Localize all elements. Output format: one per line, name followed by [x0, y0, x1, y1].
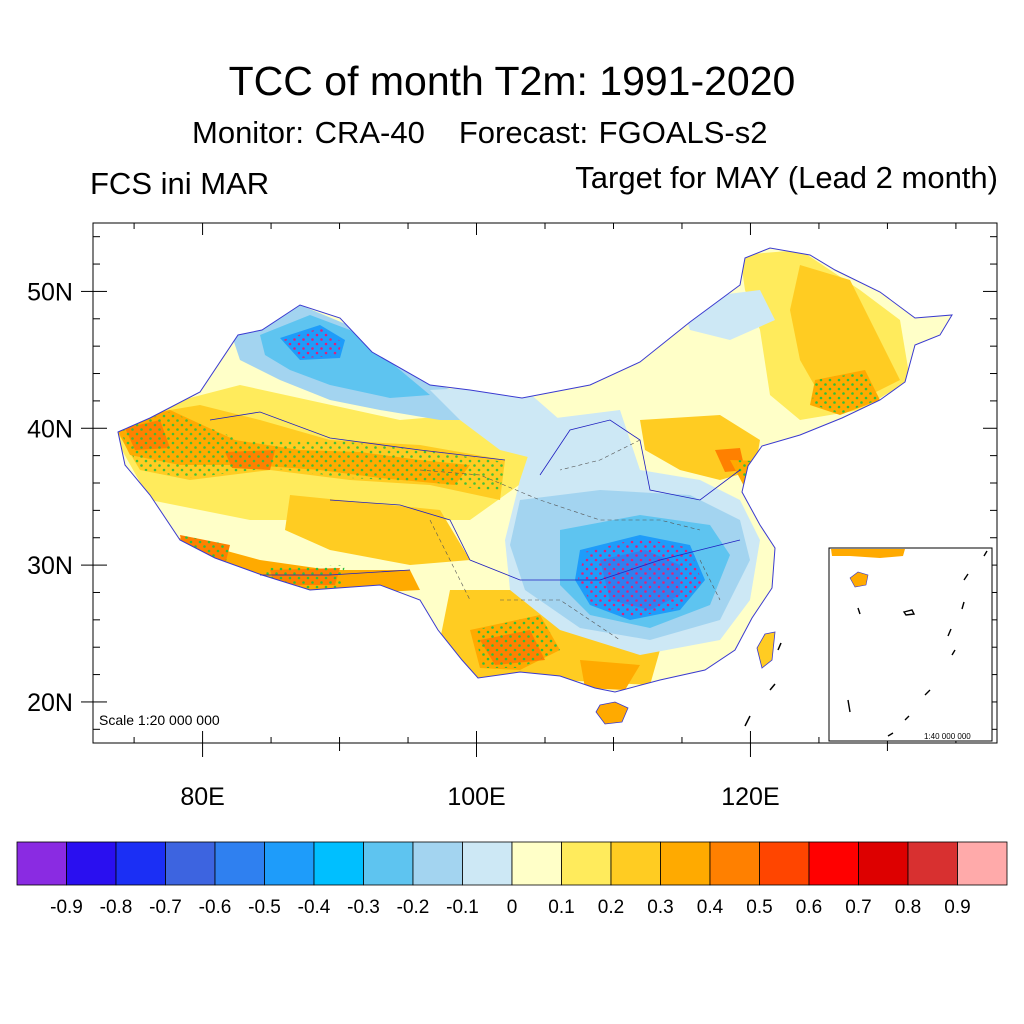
colorbar-label: 0.2: [597, 897, 625, 918]
inset-scale-label: 1:40 000 000: [924, 732, 971, 741]
lon-label-80e: 80E: [180, 783, 224, 811]
colorbar-label: 0.9: [944, 897, 971, 918]
colorbar-swatch: [66, 841, 117, 886]
lat-label-30n: 30N: [27, 552, 73, 580]
colorbar-swatch: [462, 841, 513, 886]
longitude-ticks: 80E 100E 120E: [133, 223, 957, 811]
colorbar-swatch: [660, 841, 711, 886]
colorbar-label: -0.1: [446, 897, 479, 918]
lon-label-100e: 100E: [447, 783, 505, 811]
lat-label-40n: 40N: [27, 415, 73, 443]
colorbar-label: 0.1: [548, 897, 575, 918]
lat-label-20n: 20N: [27, 689, 73, 717]
colorbar-swatch: [115, 841, 166, 886]
colorbar-swatch: [808, 841, 859, 886]
colorbar-label: -0.2: [396, 897, 430, 918]
colorbar-label: 0.8: [894, 897, 922, 918]
colorbar-label: -0.3: [347, 897, 380, 918]
colorbar-label: 0: [506, 897, 518, 918]
colorbar-swatch: [610, 841, 661, 886]
colorbar-swatch: [313, 841, 364, 886]
colorbar-swatch: [759, 841, 810, 886]
colorbar-label: 0.3: [647, 897, 674, 918]
colorbar-swatch: [16, 841, 67, 886]
colorbar-label: 0.7: [845, 897, 872, 918]
colorbar-swatch: [957, 841, 1008, 886]
colorbar: [16, 841, 1008, 886]
colorbar-swatch: [561, 841, 612, 886]
lon-label-120e: 120E: [721, 783, 779, 811]
colorbar-swatch: [214, 841, 265, 886]
colorbar-swatch: [511, 841, 562, 886]
init-month-label: FCS ini MAR: [90, 166, 270, 201]
colorbar-swatch: [412, 841, 463, 886]
colorbar-labels: -0.9 -0.8 -0.7 -0.6 -0.5 -0.4 -0.3 -0.2 -0.1 0 0.1…: [17, 897, 1007, 921]
latitude-ticks: 50N 40N 30N 20N: [27, 236, 997, 730]
colorbar-label: 0.5: [746, 897, 773, 918]
monitor-label: Monitor: CRA-40: [192, 115, 425, 150]
map-scale-label: Scale 1:20 000 000: [99, 712, 220, 728]
colorbar-swatch: [907, 841, 958, 886]
lat-label-50n: 50N: [27, 278, 73, 306]
colorbar-label: 0.4: [696, 897, 724, 918]
colorbar-swatch: [165, 841, 216, 886]
colorbar-swatch: [264, 841, 315, 886]
boundaries: [117, 247, 953, 725]
colorbar-swatch: [363, 841, 414, 886]
target-label: Target for MAY (Lead 2 month): [575, 160, 998, 195]
colorbar-swatch: [858, 841, 909, 886]
colorbar-label: -0.6: [198, 897, 232, 918]
chart-title: TCC of month T2m: 1991-2020: [228, 58, 796, 104]
colorbar-label: -0.5: [248, 897, 281, 918]
colorbar-label: 0.6: [795, 897, 823, 918]
inset-map: 1:40 000 000: [828, 547, 993, 742]
colorbar-swatch: [709, 841, 760, 886]
colorbar-label: -0.9: [50, 897, 83, 918]
forecast-label: Forecast: FGOALS-s2: [458, 115, 768, 150]
colorbar-label: -0.4: [297, 897, 331, 918]
chart-subtitle: Monitor: CRA-40 Forecast: FGOALS-s2: [192, 115, 768, 151]
colorbar-label: -0.7: [149, 897, 182, 918]
colorbar-label: -0.8: [99, 897, 133, 918]
